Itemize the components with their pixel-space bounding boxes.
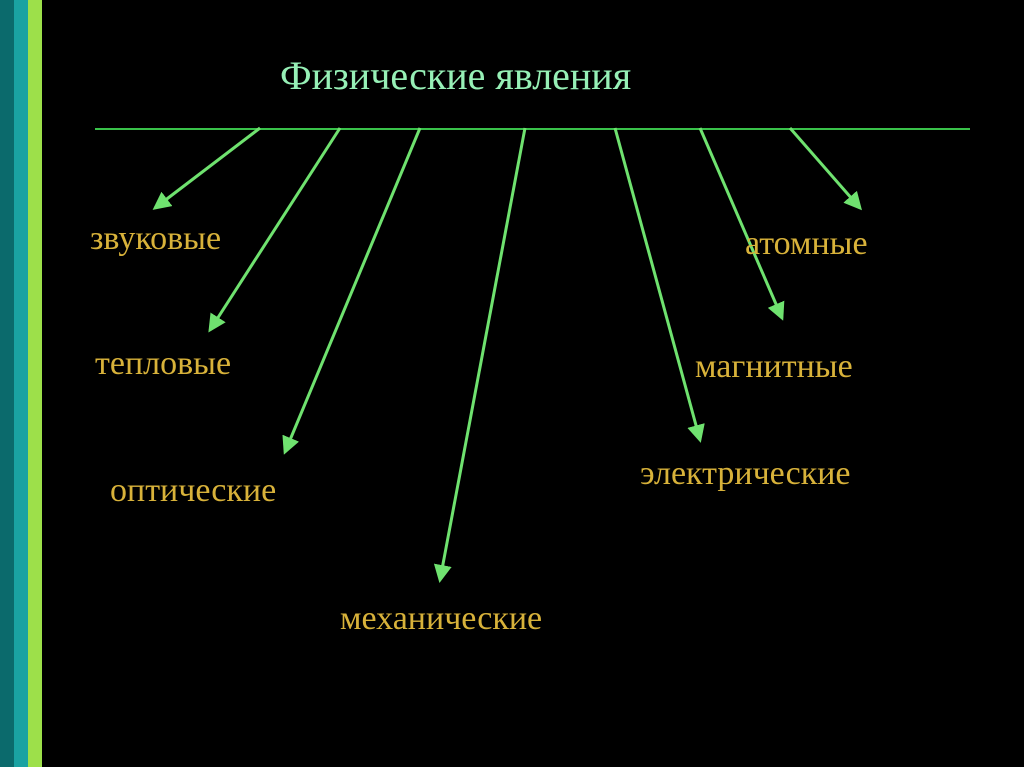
arrow-line: [210, 128, 340, 330]
arrow-line: [440, 128, 525, 580]
category-label: атомные: [745, 225, 868, 263]
arrow-line: [790, 128, 860, 208]
diagram-stage: Физические явления звуковыетепловыеоптич…: [0, 0, 1024, 767]
category-label: магнитные: [695, 348, 853, 386]
arrow-line: [285, 128, 420, 452]
arrow-line: [155, 128, 260, 208]
arrow-line: [700, 128, 782, 318]
category-label: звуковые: [90, 220, 221, 258]
category-label: механические: [340, 600, 542, 638]
arrow-line: [615, 128, 700, 440]
category-label: тепловые: [95, 345, 231, 383]
category-label: электрические: [640, 455, 851, 493]
arrows-layer: [0, 0, 1024, 767]
category-label: оптические: [110, 472, 276, 510]
